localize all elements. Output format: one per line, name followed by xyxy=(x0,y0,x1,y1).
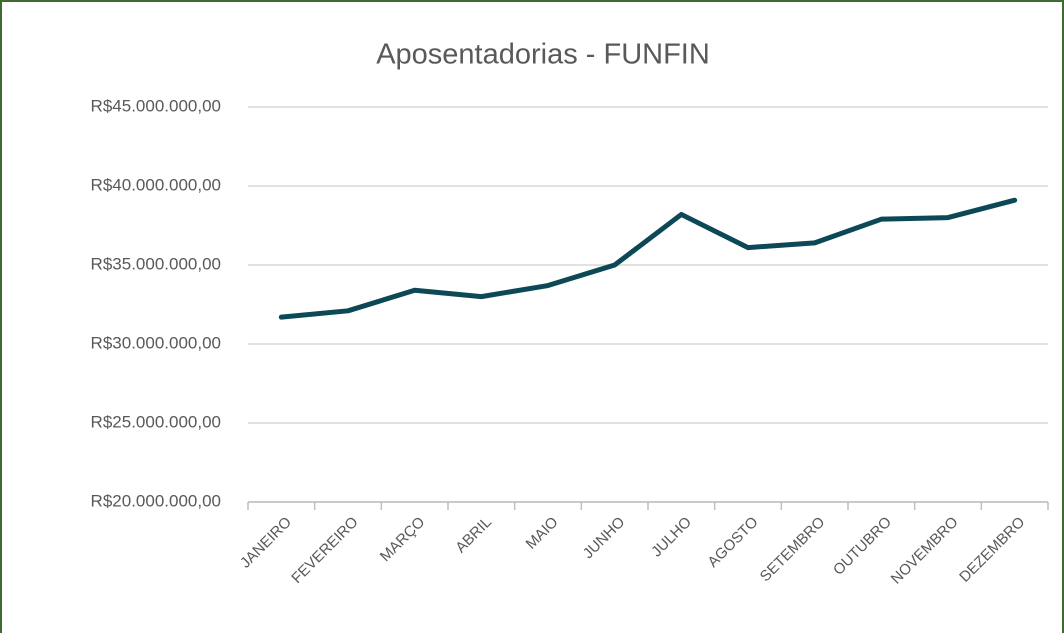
chart-title: Aposentadorias - FUNFIN xyxy=(376,39,710,71)
y-tick-label: R$25.000.000,00 xyxy=(91,412,221,431)
data-line xyxy=(278,197,1018,320)
y-tick-label: R$30.000.000,00 xyxy=(91,333,221,352)
y-tick-label: R$35.000.000,00 xyxy=(91,254,221,273)
y-tick-label: R$40.000.000,00 xyxy=(91,175,221,194)
y-tick-label: R$20.000.000,00 xyxy=(91,491,221,510)
y-tick-label: R$45.000.000,00 xyxy=(91,96,221,115)
